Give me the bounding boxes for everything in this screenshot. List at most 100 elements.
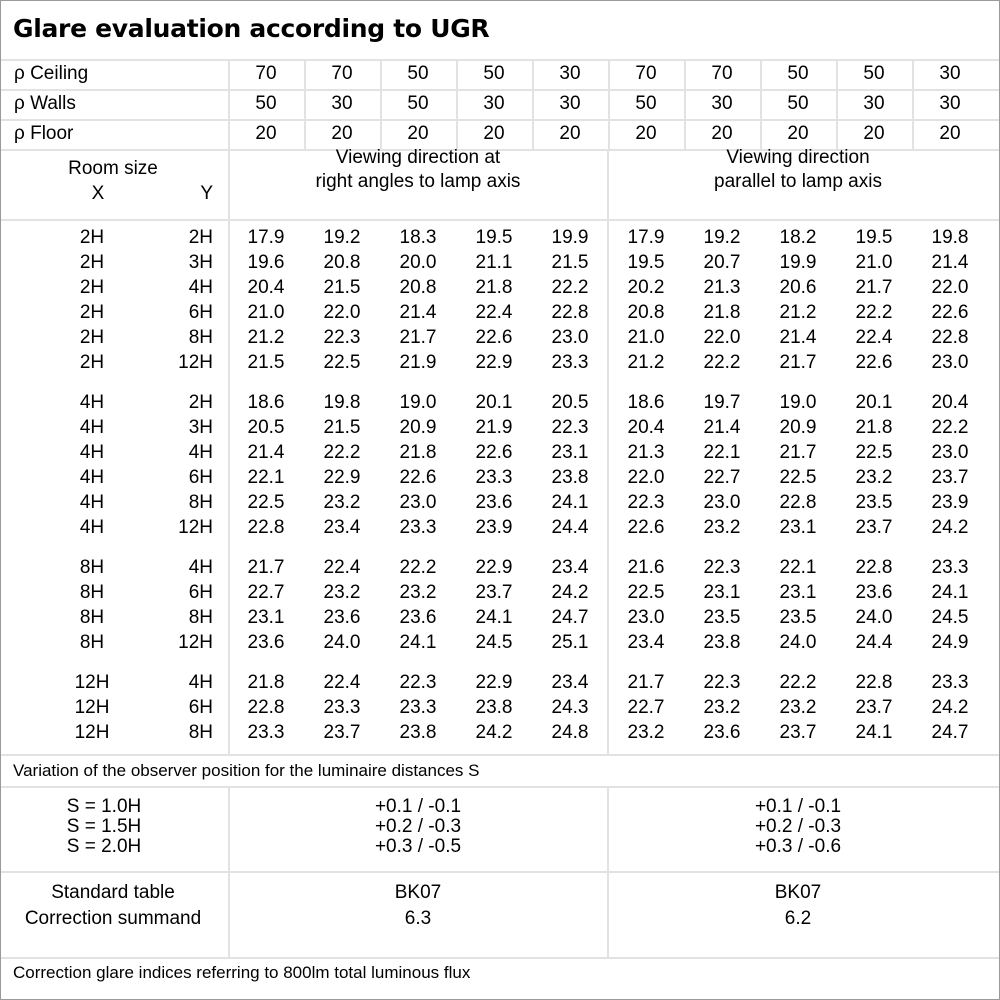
ugr-value: 23.3 [551,352,589,373]
room-y: 3H [188,417,213,438]
ugr-value: 22.8 [551,302,589,323]
variation-s: S = 1.0H [66,796,142,817]
reflectance-value: 30 [711,93,733,114]
ugr-value: 23.8 [399,722,437,743]
ugr-value: 22.2 [855,302,893,323]
ugr-value: 23.7 [931,467,969,488]
ugr-value: 23.3 [399,697,437,718]
variation-s: S = 1.5H [66,816,142,837]
ugr-value: 21.2 [627,352,665,373]
room-x: 2H [79,327,105,348]
ugr-value: 22.8 [247,697,285,718]
ugr-value: 20.5 [551,392,589,413]
room-x: 4H [79,417,105,438]
ugr-value: 23.3 [931,672,969,693]
ugr-value: 24.8 [551,722,589,743]
ugr-value: 23.3 [323,697,361,718]
variation-right: +0.1 / -0.1 [374,796,462,817]
ugr-value: 18.6 [627,392,665,413]
ugr-value: 22.6 [855,352,893,373]
ugr-value: 22.2 [779,672,817,693]
ugr-value: 22.0 [323,302,361,323]
variation-parallel: +0.3 / -0.6 [754,836,842,857]
ugr-value: 22.3 [703,672,741,693]
room-x: 2H [79,252,105,273]
ugr-value: 24.7 [931,722,969,743]
ugr-value: 22.7 [627,697,665,718]
ugr-value: 21.4 [247,442,285,463]
ugr-value: 21.4 [931,252,969,273]
variation-label: Variation of the observer position for t… [13,761,480,780]
ugr-value: 24.5 [931,607,969,628]
ugr-value: 23.1 [703,582,741,603]
grid-line [1,149,999,151]
variation-parallel: +0.1 / -0.1 [754,796,842,817]
ugr-value: 23.9 [475,517,513,538]
grid-line [836,60,838,150]
ugr-value: 22.2 [703,352,741,373]
ugr-value: 21.8 [399,442,437,463]
ugr-value: 24.4 [855,632,893,653]
correction-summand-parallel: 6.2 [784,908,812,929]
reflectance-value: 30 [863,93,885,114]
room-x: 8H [79,582,105,603]
ugr-value: 19.8 [323,392,361,413]
room-y: 6H [188,582,213,603]
ugr-value: 22.8 [855,672,893,693]
ugr-value: 23.4 [551,672,589,693]
ugr-value: 24.2 [931,517,969,538]
ugr-value: 23.7 [855,697,893,718]
ugr-value: 20.4 [247,277,285,298]
reflectance-value: 20 [635,123,657,144]
ugr-value: 22.3 [399,672,437,693]
ugr-value: 23.1 [779,517,817,538]
room-y: 3H [188,252,213,273]
ugr-value: 24.1 [855,722,893,743]
ugr-value: 19.8 [931,227,969,248]
ugr-value: 19.0 [399,392,437,413]
ugr-value: 18.2 [779,227,817,248]
room-y: 4H [188,672,213,693]
ugr-value: 21.7 [779,442,817,463]
room-x: 2H [79,277,105,298]
ugr-value: 23.7 [475,582,513,603]
ugr-value: 21.4 [779,327,817,348]
ugr-value: 22.2 [323,442,361,463]
reflectance-label: ρ Floor [14,123,74,144]
ugr-value: 21.7 [627,672,665,693]
ugr-value: 23.1 [247,607,285,628]
reflectance-value: 50 [255,93,277,114]
ugr-value: 19.9 [551,227,589,248]
ugr-value: 23.0 [931,352,969,373]
grid-line [1,119,999,121]
ugr-value: 21.4 [399,302,437,323]
reflectance-value: 50 [863,63,885,84]
ugr-value: 22.0 [627,467,665,488]
ugr-value: 22.2 [551,277,589,298]
ugr-value: 21.9 [399,352,437,373]
standard-table-right: BK07 [394,882,442,903]
ugr-value: 23.1 [779,582,817,603]
variation-right: +0.2 / -0.3 [374,816,462,837]
room-y: 6H [188,467,213,488]
ugr-value: 22.7 [247,582,285,603]
room-y: 12H [178,517,213,538]
ugr-value: 20.8 [399,277,437,298]
ugr-value: 21.7 [855,277,893,298]
room-x: 4H [79,392,105,413]
room-y: 4H [188,557,213,578]
ugr-value: 21.7 [779,352,817,373]
ugr-value: 21.3 [703,277,741,298]
grid-line [607,787,609,958]
reflectance-value: 20 [863,123,885,144]
ugr-value: 24.4 [551,517,589,538]
room-x: 12H [74,672,110,693]
standard-table-parallel: BK07 [774,882,822,903]
grid-line [760,60,762,150]
room-x: 4H [79,467,105,488]
ugr-value: 20.1 [855,392,893,413]
variation-s: S = 2.0H [66,836,142,857]
ugr-value: 22.5 [855,442,893,463]
ugr-value: 23.4 [551,557,589,578]
ugr-value: 23.3 [247,722,285,743]
